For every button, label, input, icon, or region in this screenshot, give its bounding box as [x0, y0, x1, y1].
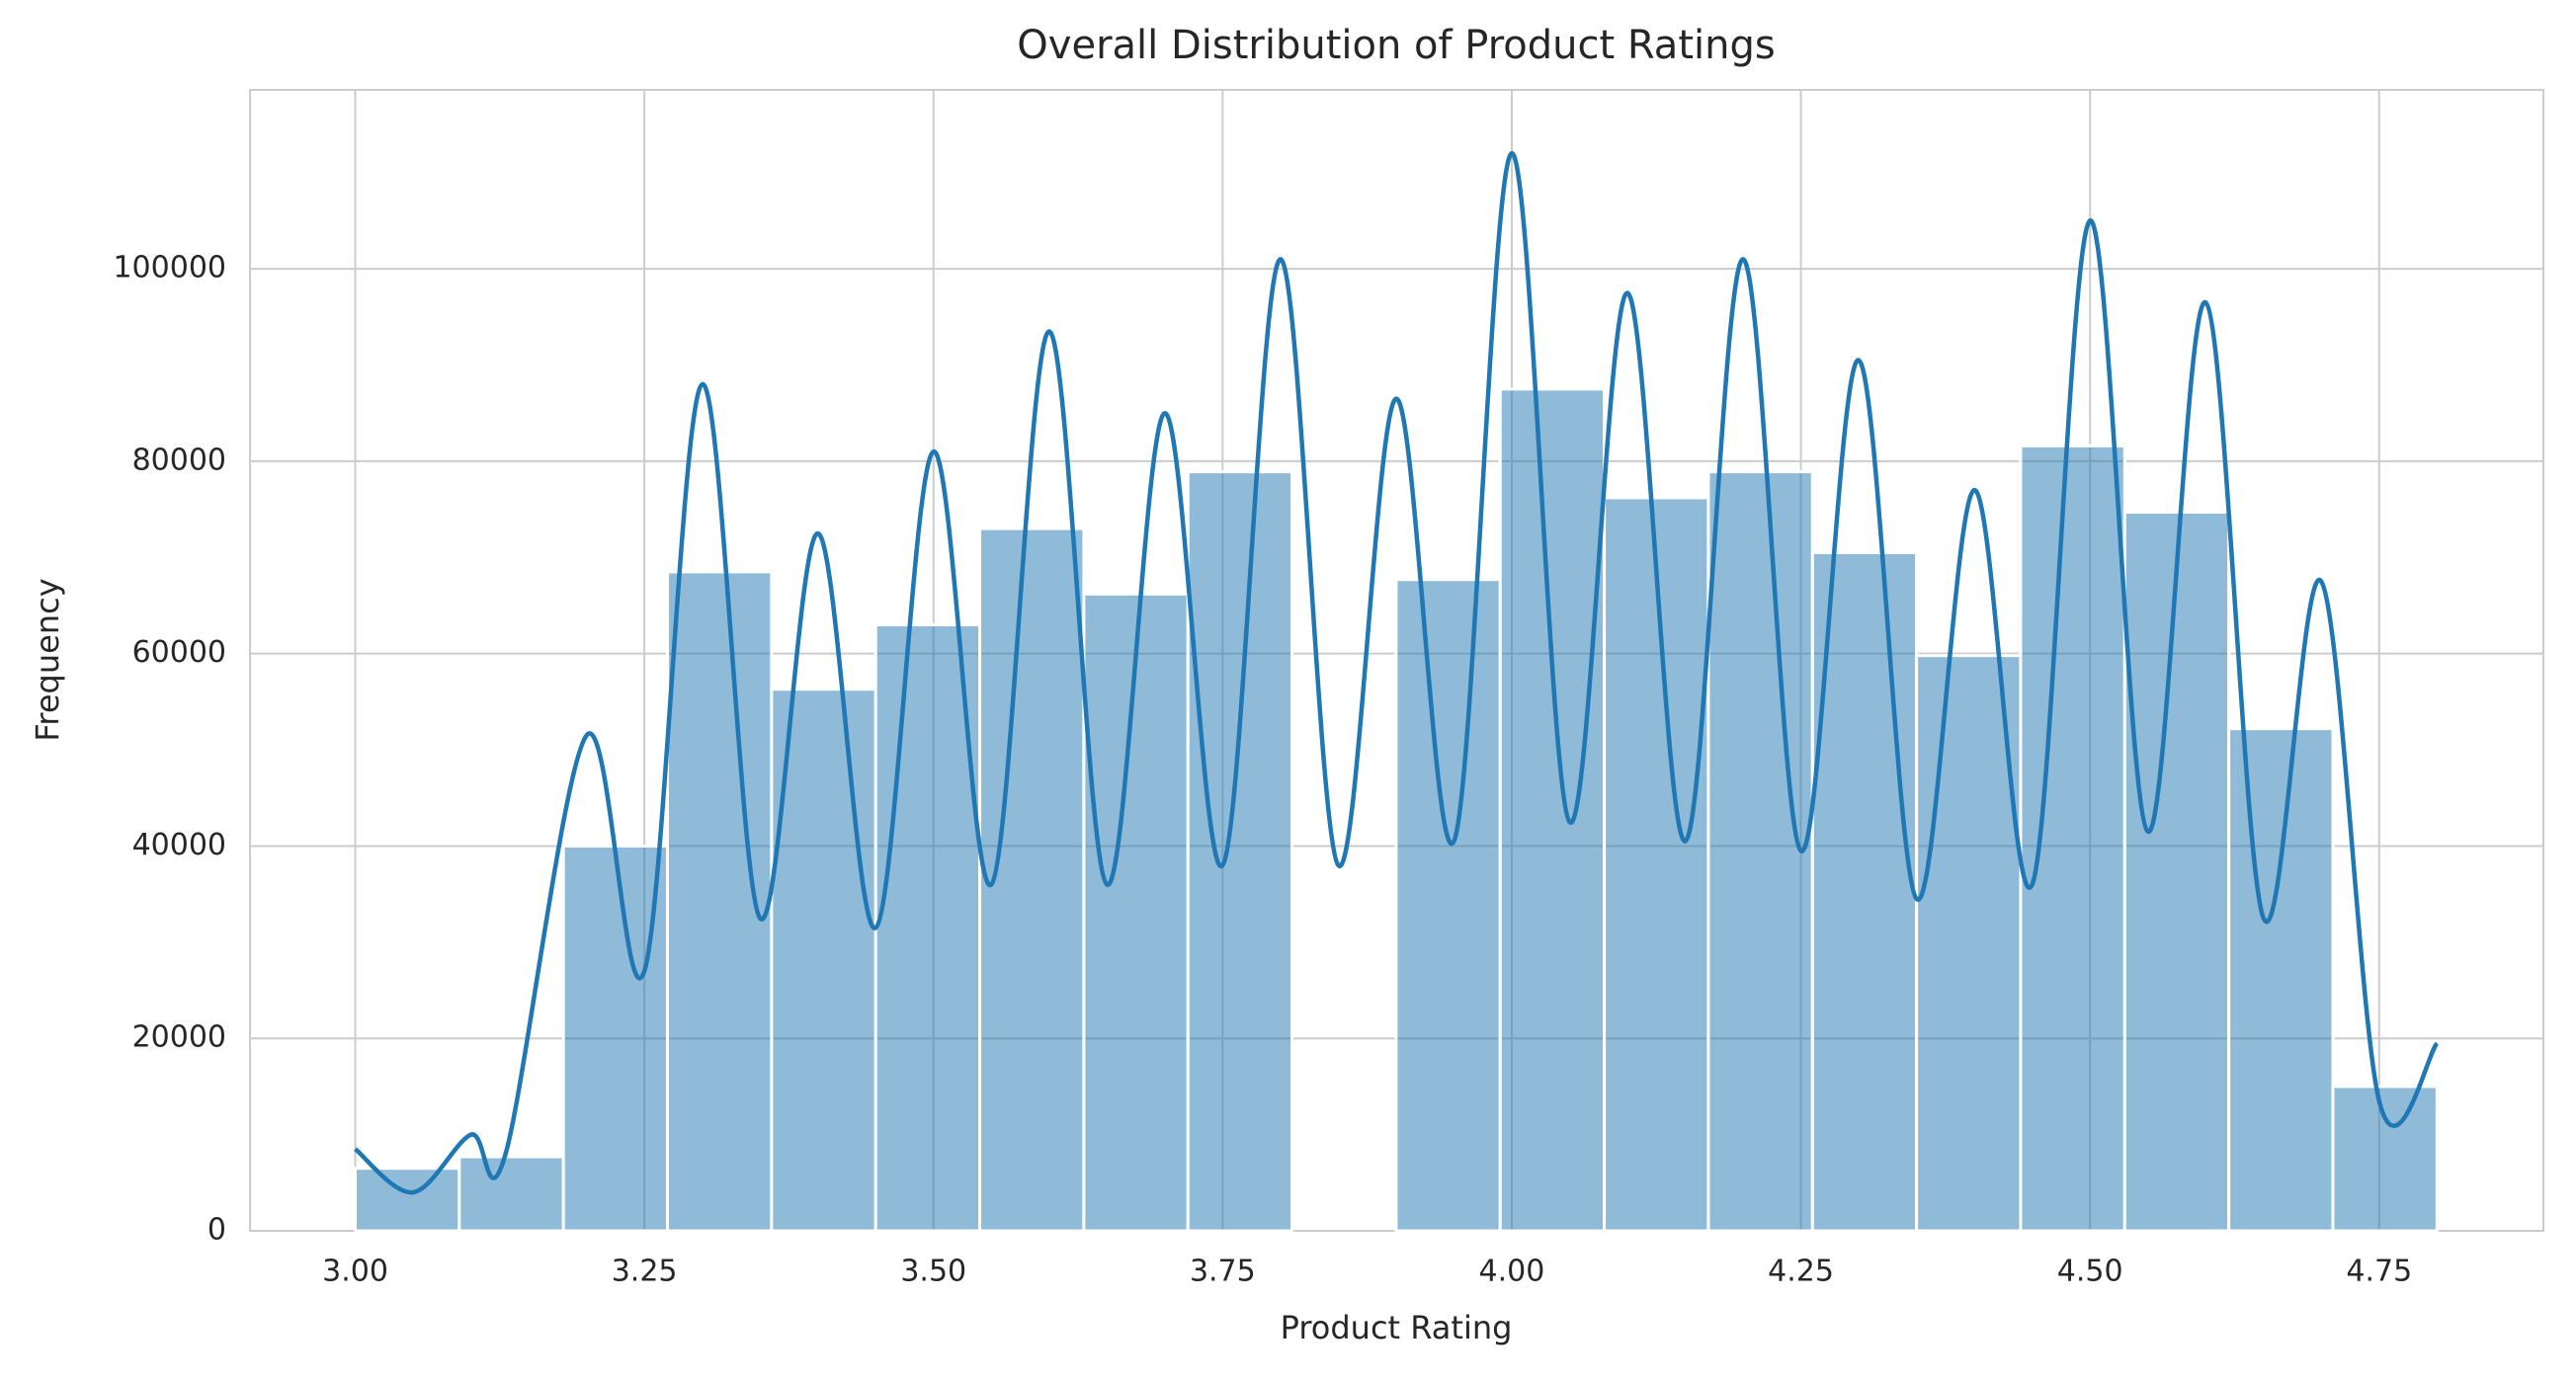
bar	[1603, 496, 1710, 1233]
bar	[1498, 387, 1607, 1233]
x-tick-label: 3.00	[322, 1255, 388, 1289]
y-tick-label: 20000	[132, 1020, 226, 1055]
bar	[354, 1167, 461, 1233]
bar	[2122, 511, 2231, 1233]
bar	[1915, 654, 2023, 1233]
kde-line	[354, 151, 2440, 1195]
y-tick-label: 100000	[113, 251, 226, 285]
y-axis-label: Frequency	[29, 578, 66, 741]
bar	[561, 844, 670, 1233]
bar	[2227, 727, 2335, 1233]
bar	[2019, 444, 2126, 1233]
chart-title: Overall Distribution of Product Ratings	[1017, 23, 1775, 68]
x-tick-label: 3.25	[612, 1255, 678, 1289]
x-tick-label: 4.75	[2346, 1255, 2412, 1289]
bar	[1186, 470, 1294, 1233]
x-tick-label: 3.75	[1190, 1255, 1256, 1289]
x-tick-label: 4.25	[1768, 1255, 1834, 1289]
x-tick-label: 3.50	[900, 1255, 966, 1289]
bar	[1394, 578, 1502, 1233]
y-tick-label: 80000	[132, 443, 226, 477]
x-axis-label: Product Rating	[1281, 1309, 1513, 1346]
bar	[873, 622, 982, 1233]
y-tick-label: 60000	[132, 635, 226, 670]
bar	[1810, 550, 1919, 1233]
x-tick-label: 4.00	[1479, 1255, 1545, 1289]
x-tick-label: 4.50	[2057, 1255, 2123, 1289]
y-tick-label: 40000	[132, 828, 226, 862]
bar	[457, 1155, 565, 1233]
bar	[1706, 470, 1814, 1233]
y-tick-label: 0	[208, 1213, 226, 1248]
bar	[978, 527, 1086, 1233]
bar	[2331, 1085, 2439, 1233]
bar	[1082, 592, 1190, 1233]
